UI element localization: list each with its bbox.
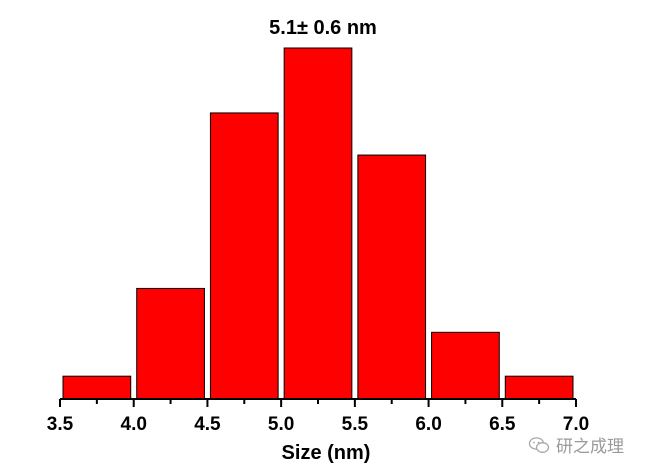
x-tick-label-5: 6.0: [415, 414, 441, 435]
bar-2: [209, 112, 279, 400]
x-ticks-group: 3.5 4.0 4.5 5.0 5.5 6.0 6.5 7.0: [47, 399, 589, 435]
x-tick-label-2: 4.5: [194, 414, 221, 435]
x-tick-label-6: 6.5: [489, 414, 516, 435]
bar-6: [504, 375, 574, 400]
bar-4: [357, 154, 427, 400]
bar-5: [431, 331, 500, 400]
x-tick-label-1: 4.0: [121, 414, 147, 435]
chart-title: 5.1± 0.6 nm: [269, 17, 377, 39]
x-tick-label-0: 3.5: [47, 414, 74, 435]
wechat-icon: [528, 436, 550, 453]
bar-1: [136, 287, 205, 400]
bars-group: [62, 47, 574, 400]
x-tick-label-3: 5.0: [268, 414, 294, 435]
watermark-text: 研之成理: [556, 437, 624, 457]
x-tick-label-7: 7.0: [563, 414, 589, 435]
watermark: 研之成理: [528, 432, 624, 457]
x-axis-label: Size (nm): [282, 442, 371, 464]
bar-0: [62, 375, 132, 400]
x-tick-label-4: 5.5: [342, 414, 369, 435]
bar-3: [283, 47, 353, 400]
